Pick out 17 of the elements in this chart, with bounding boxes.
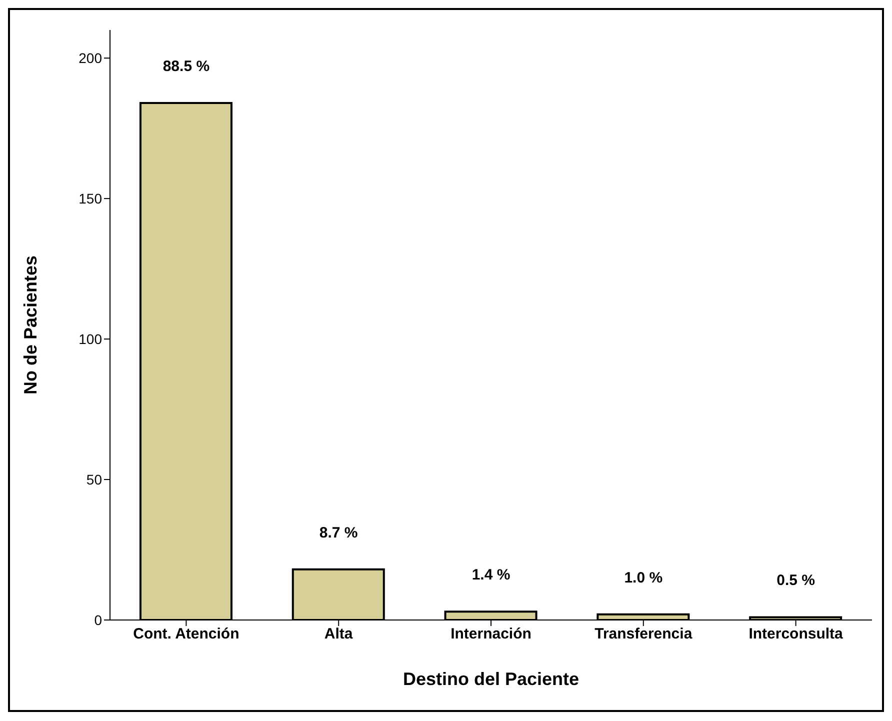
y-tick-label: 100 [78,331,102,348]
y-tick-label: 150 [78,190,102,207]
x-tick-label: Interconsulta [748,626,844,643]
annotation: 8.7 % [319,524,358,542]
x-axis-title: Destino del Paciente [402,669,580,689]
x-tick-label: Cont. Atención [133,626,240,643]
annotation: 1.0 % [624,569,663,586]
annotation: 88.5 % [162,58,210,76]
y-tick-label: 0 [94,612,102,628]
x-tick-label: Alta [324,626,354,643]
x-tick-label: Transferencia [594,626,693,643]
y-axis-title: No de Pacientes [20,255,40,395]
y-tick-label: 50 [86,471,102,488]
x-tick-label: Internación [450,626,532,643]
y-tick-label: 200 [78,50,102,66]
annotation: 0.5 % [776,572,815,590]
annotation: 1.4 % [472,566,510,584]
